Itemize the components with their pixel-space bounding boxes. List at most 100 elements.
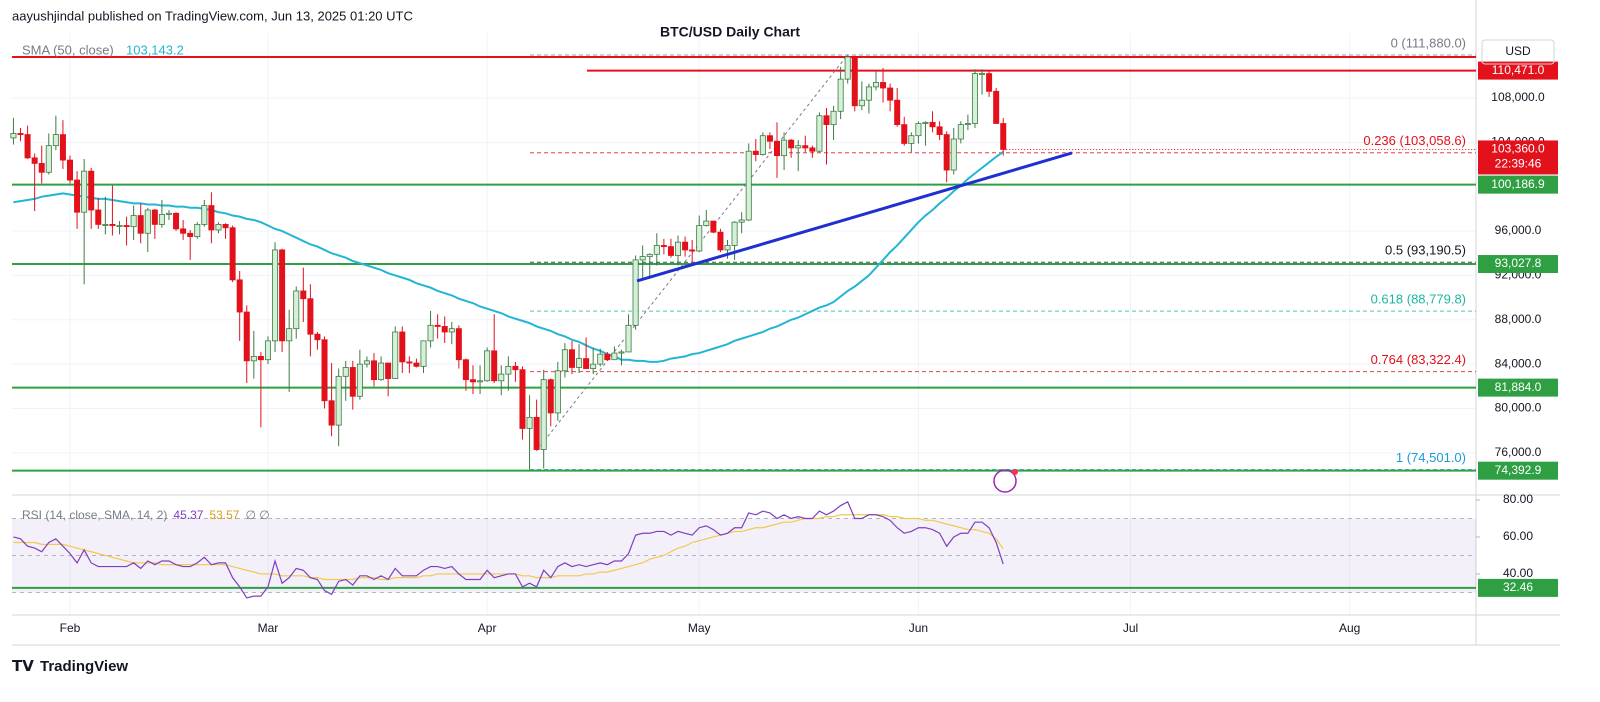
candle-body xyxy=(109,224,116,226)
candle-body xyxy=(420,340,427,367)
y-tick-label: 108,000.0 xyxy=(1491,90,1545,104)
candle-body xyxy=(222,224,229,229)
candle-body xyxy=(208,205,215,231)
candle-body xyxy=(632,259,639,326)
candle-body xyxy=(653,245,660,255)
x-tick-label: Aug xyxy=(1339,621,1360,635)
candle-body xyxy=(625,324,632,353)
candle-body xyxy=(519,369,526,429)
candle-body xyxy=(540,379,547,450)
candle-body xyxy=(568,349,575,368)
level-label: 93,027.8 xyxy=(1495,256,1542,270)
x-tick-label: Jun xyxy=(909,621,928,635)
candle-body xyxy=(795,145,802,149)
candle-body xyxy=(272,249,279,342)
candle-body xyxy=(993,90,1000,124)
candle-body xyxy=(229,227,236,281)
candle-body xyxy=(696,225,703,252)
candle-body xyxy=(130,215,137,228)
candle-body xyxy=(675,241,682,256)
x-tick-label: Apr xyxy=(478,621,497,635)
candle-body xyxy=(858,99,865,107)
candle-body xyxy=(385,362,392,379)
candle-body xyxy=(554,370,561,414)
x-tick-label: Feb xyxy=(60,621,81,635)
candle-body xyxy=(413,362,420,367)
candle-body xyxy=(173,212,180,230)
candle-body xyxy=(201,205,208,225)
candle-body xyxy=(597,353,604,365)
candle-body xyxy=(809,147,816,152)
candle-body xyxy=(95,209,102,225)
candle-body xyxy=(236,279,243,313)
candle-body xyxy=(151,209,158,225)
candle-body xyxy=(38,163,45,173)
level-box xyxy=(1478,378,1558,397)
candle-body xyxy=(484,350,491,382)
candle-body xyxy=(81,170,88,213)
fib-label: 0 (111,880.0) xyxy=(1391,35,1466,50)
candle-body xyxy=(371,360,378,381)
candle-body xyxy=(1000,123,1007,150)
candle-body xyxy=(505,365,512,375)
candle-body xyxy=(936,126,943,135)
candle-body xyxy=(774,140,781,157)
candle-body xyxy=(830,110,837,126)
sma-value: 103,143.2 xyxy=(126,42,184,57)
candle-body xyxy=(279,249,286,342)
candle-body xyxy=(116,225,123,227)
candle-body xyxy=(957,124,964,140)
candle-body xyxy=(583,358,590,369)
candle-body xyxy=(286,328,293,342)
candle-body xyxy=(533,416,540,450)
candle-body xyxy=(434,324,441,327)
candle-body xyxy=(321,339,328,402)
candle-body xyxy=(441,326,448,333)
candle-body xyxy=(10,133,17,139)
candle-body xyxy=(349,367,356,397)
price-box xyxy=(1478,140,1558,175)
candle-body xyxy=(894,99,901,126)
rsi-legend-item: ∅ ∅ xyxy=(245,508,269,522)
candle-body xyxy=(215,224,222,231)
level-box xyxy=(1478,461,1558,480)
candle-body xyxy=(392,331,399,379)
candle-body xyxy=(123,225,130,228)
candle-body xyxy=(59,134,66,161)
candle-body xyxy=(950,138,957,171)
candle-body xyxy=(363,360,370,365)
candle-body xyxy=(526,416,533,429)
candle-body xyxy=(17,133,24,135)
candle-body xyxy=(611,352,618,361)
candle-body xyxy=(102,224,109,226)
currency-box xyxy=(1481,39,1555,65)
candle-body xyxy=(872,82,879,88)
candle-body xyxy=(816,115,823,152)
candle-body xyxy=(844,56,851,80)
rsi-level-box xyxy=(1478,578,1558,597)
x-tick-label: Mar xyxy=(258,621,279,635)
rsi-level-label: 32.46 xyxy=(1503,580,1533,594)
candle-body xyxy=(547,379,554,414)
candle-body xyxy=(880,82,887,89)
candle-body xyxy=(399,331,406,363)
candle-body xyxy=(618,351,625,354)
candle-body xyxy=(498,373,505,382)
candle-body xyxy=(667,246,674,256)
candle-body xyxy=(243,311,250,362)
candle-body xyxy=(971,73,978,124)
candle-body xyxy=(144,209,151,234)
fib-label: 0.764 (83,322.4) xyxy=(1371,352,1466,367)
candle-body xyxy=(682,241,689,251)
candle-body xyxy=(561,349,568,372)
candle-body xyxy=(851,56,858,107)
rsi-tick-label: 40.00 xyxy=(1503,566,1533,580)
fib-label: 0.618 (88,779.8) xyxy=(1371,292,1466,307)
candle-body xyxy=(137,215,144,234)
rsi-tick-label: 80.00 xyxy=(1503,492,1533,506)
candle-body xyxy=(802,145,809,149)
candle-body xyxy=(745,150,752,221)
countdown: 22:39:46 xyxy=(1495,157,1542,171)
candle-body xyxy=(823,115,830,126)
